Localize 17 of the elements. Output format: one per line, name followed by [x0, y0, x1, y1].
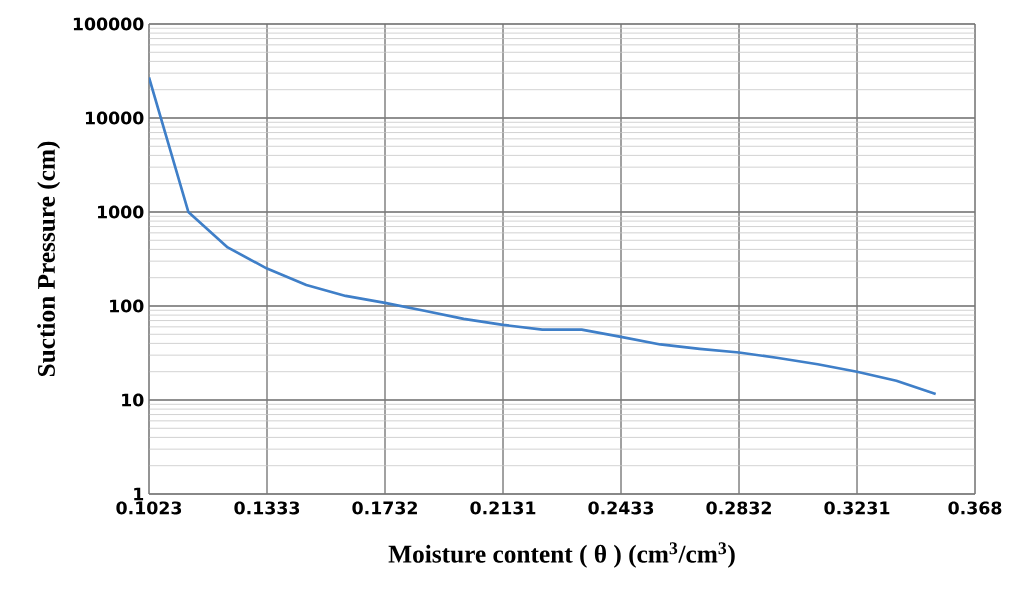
y-tick-label: 100 [110, 299, 144, 313]
x-axis-title: Moisture content ( θ ) (cm$^{3}$/cm$^{3}$) [388, 542, 735, 568]
line-series [149, 76, 938, 396]
y-tick-label: 10000 [85, 111, 144, 125]
y-tick-label: 10 [122, 393, 144, 407]
x-tick-label: 0.3231 [824, 501, 890, 515]
x-tick-label: 0.2832 [706, 501, 771, 515]
x-tick-label: 0.1732 [352, 501, 417, 515]
y-tick-label: 1000 [98, 205, 144, 219]
y-axis-title: Suction Pressure (cm) [37, 141, 61, 377]
x-tick-label: 0.2131 [470, 501, 536, 515]
x-tick-label: 0.2433 [588, 501, 654, 515]
x-tick-label: 0.1333 [234, 501, 300, 515]
x-tick-label: 0.368 [948, 501, 1002, 515]
x-tick-label: 0.1023 [116, 501, 182, 515]
y-tick-label: 1 [134, 487, 144, 501]
y-tick-label: 100000 [73, 17, 144, 31]
